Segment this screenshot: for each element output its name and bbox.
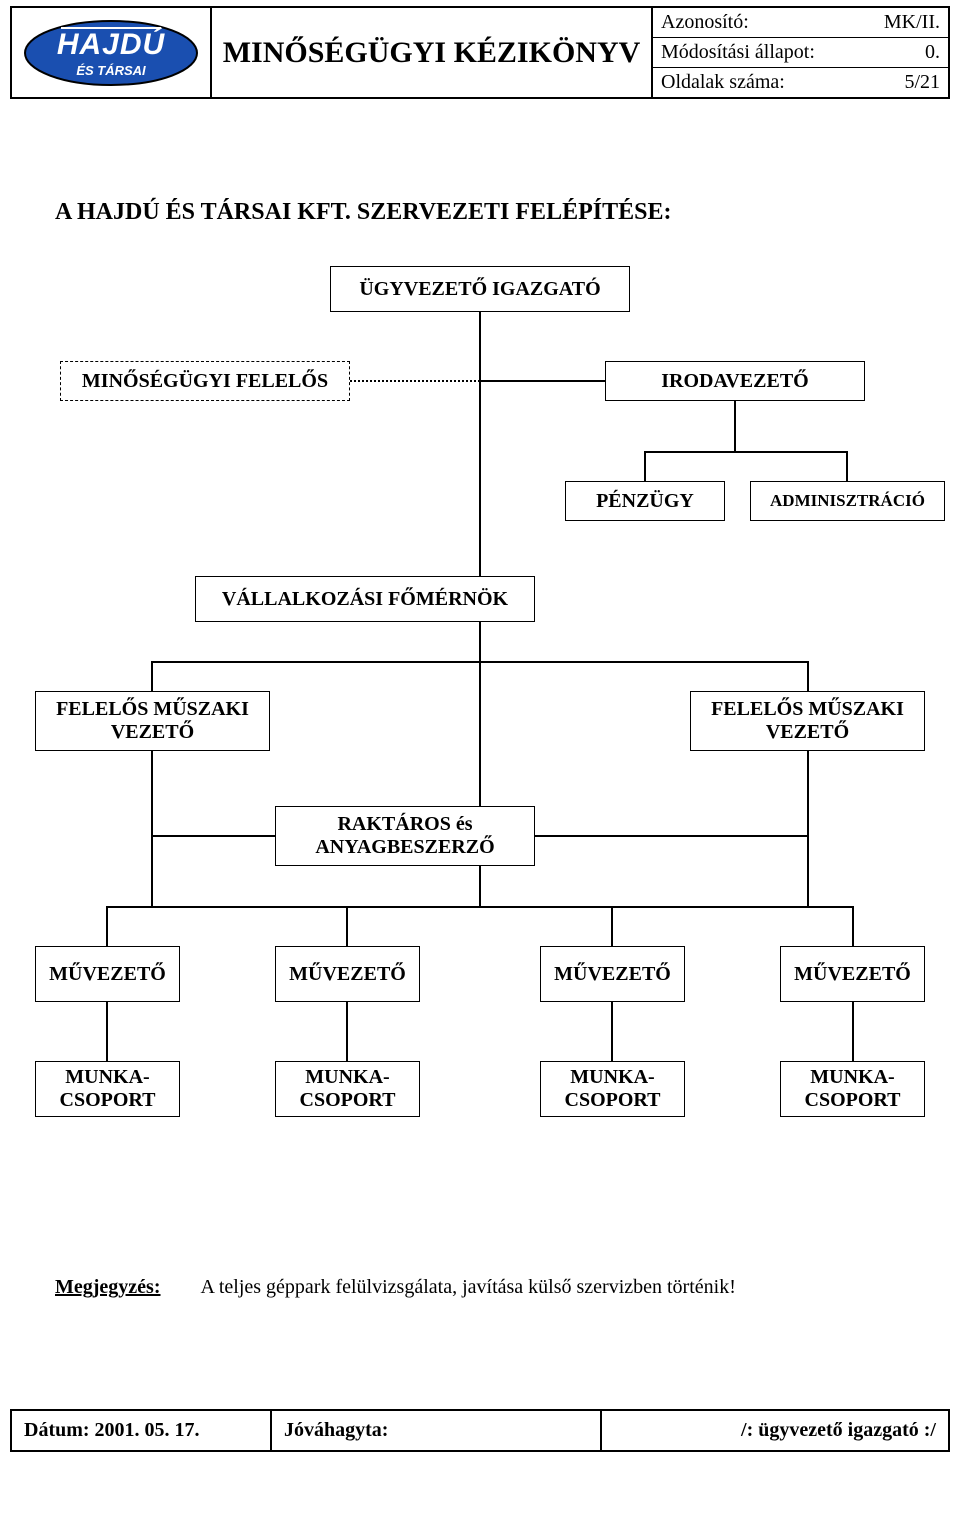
meta-pages-label: Oldalak száma: — [661, 71, 785, 94]
connector-line — [852, 1002, 854, 1061]
node-ugyvezeto-igazgato: ÜGYVEZETŐ IGAZGATÓ — [330, 266, 630, 312]
node-minosegugyi-felelos: MINŐSÉGÜGYI FELELŐS — [60, 361, 350, 401]
document-title: MINŐSÉGÜGYI KÉZIKÖNYV — [212, 8, 653, 97]
connector-line — [479, 661, 481, 806]
connector-line — [611, 1002, 613, 1061]
connector-line — [106, 906, 108, 946]
footer-approved: Jóváhagyta: — [272, 1411, 602, 1450]
connector-line — [106, 1002, 108, 1061]
meta-pages-value: 5/21 — [904, 71, 940, 94]
node-raktaros-anyagbeszerzo: RAKTÁROS és ANYAGBESZERZŐ — [275, 806, 535, 866]
connector-line — [106, 906, 854, 908]
node-irodavezeto: IRODAVEZETŐ — [605, 361, 865, 401]
meta-mod-value: 0. — [925, 41, 940, 64]
logo-cell: HAJDÚ ÉS TÁRSAI — [12, 8, 212, 97]
document-footer: Dátum: 2001. 05. 17. Jóváhagyta: /: ügyv… — [10, 1409, 950, 1452]
connector-line — [611, 906, 613, 946]
meta-id: Azonosító: MK/II. — [653, 8, 948, 38]
note-row: Megjegyzés: A teljes géppark felülvizsgá… — [55, 1276, 905, 1299]
connector-line — [852, 906, 854, 946]
connector-line — [151, 835, 276, 837]
node-penzugy: PÉNZÜGY — [565, 481, 725, 521]
connector-line — [346, 1002, 348, 1061]
footer-approved-label: Jóváhagyta: — [284, 1419, 388, 1441]
meta-mod-label: Módosítási állapot: — [661, 41, 815, 64]
connector-line — [480, 380, 605, 382]
node-felelos-muszaki-vezeto-1: FELELŐS MŰSZAKI VEZETŐ — [35, 691, 270, 751]
connector-line — [346, 906, 348, 946]
connector-line — [151, 751, 153, 906]
meta-mod: Módosítási állapot: 0. — [653, 38, 948, 68]
meta-id-label: Azonosító: — [661, 11, 749, 34]
node-adminisztracio: ADMINISZTRÁCIÓ — [750, 481, 945, 521]
footer-signer: /: ügyvezető igazgató :/ — [602, 1411, 948, 1450]
logo-sub-text: ÉS TÁRSAI — [76, 63, 146, 78]
page: HAJDÚ ÉS TÁRSAI MINŐSÉGÜGYI KÉZIKÖNYV Az… — [0, 6, 960, 1452]
node-muvezeto-1: MŰVEZETŐ — [35, 946, 180, 1002]
connector-line-dotted — [350, 380, 480, 382]
meta-id-value: MK/II. — [884, 11, 940, 34]
document-header: HAJDÚ ÉS TÁRSAI MINŐSÉGÜGYI KÉZIKÖNYV Az… — [10, 6, 950, 99]
node-munkacsoport-4: MUNKA-CSOPORT — [780, 1061, 925, 1117]
connector-line — [734, 401, 736, 451]
connector-line — [151, 661, 153, 691]
connector-line — [479, 866, 481, 906]
node-muvezeto-3: MŰVEZETŐ — [540, 946, 685, 1002]
document-meta: Azonosító: MK/II. Módosítási állapot: 0.… — [653, 8, 948, 97]
node-muvezeto-2: MŰVEZETŐ — [275, 946, 420, 1002]
node-munkacsoport-3: MUNKA-CSOPORT — [540, 1061, 685, 1117]
footer-date-value: 2001. 05. 17. — [95, 1419, 200, 1441]
node-munkacsoport-1: MUNKA-CSOPORT — [35, 1061, 180, 1117]
node-felelos-muszaki-vezeto-2: FELELŐS MŰSZAKI VEZETŐ — [690, 691, 925, 751]
connector-line — [807, 751, 809, 906]
node-muvezeto-4: MŰVEZETŐ — [780, 946, 925, 1002]
footer-date-label: Dátum: — [24, 1419, 90, 1441]
note-text: A teljes géppark felülvizsgálata, javítá… — [201, 1276, 736, 1299]
connector-line — [479, 622, 481, 662]
connector-line — [535, 835, 808, 837]
connector-line — [807, 661, 809, 691]
note-label: Megjegyzés: — [55, 1276, 161, 1299]
meta-pages: Oldalak száma: 5/21 — [653, 68, 948, 97]
section-title: A HAJDÚ ÉS TÁRSAI KFT. SZERVEZETI FELÉPÍ… — [55, 199, 905, 226]
logo-main-text: HAJDÚ — [57, 27, 166, 61]
connector-line — [644, 451, 646, 481]
connector-line — [644, 451, 848, 453]
footer-date: Dátum: 2001. 05. 17. — [12, 1411, 272, 1450]
org-chart: ÜGYVEZETŐ IGAZGATÓ MINŐSÉGÜGYI FELELŐS I… — [10, 266, 950, 1246]
connector-line — [479, 312, 481, 577]
company-logo: HAJDÚ ÉS TÁRSAI — [21, 18, 201, 88]
node-vallalkozasi-fomernok: VÁLLALKOZÁSI FŐMÉRNÖK — [195, 576, 535, 622]
connector-line — [846, 451, 848, 481]
node-munkacsoport-2: MUNKA-CSOPORT — [275, 1061, 420, 1117]
